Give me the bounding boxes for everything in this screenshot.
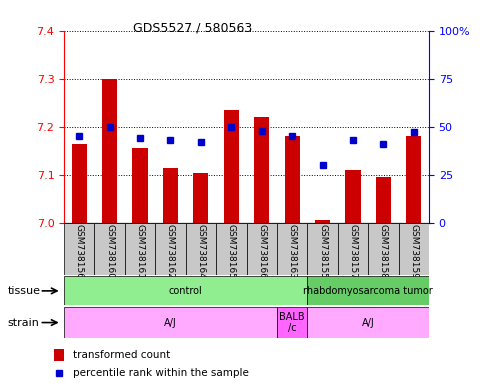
Bar (307, 307, 429, 338)
Bar (345, 170, 360, 223)
Bar (71, 144, 87, 223)
Text: percentile rank within the sample: percentile rank within the sample (73, 367, 249, 377)
Bar (277, 307, 307, 338)
Text: strain: strain (7, 318, 39, 328)
Bar (133, 148, 148, 223)
Bar (54, 349, 65, 361)
Text: GSM738158: GSM738158 (379, 224, 388, 279)
Bar (307, 276, 429, 305)
Text: A/J: A/J (164, 318, 177, 328)
Bar (406, 136, 422, 223)
Bar (315, 220, 330, 223)
Text: GSM738164: GSM738164 (196, 224, 206, 279)
Bar (95, 223, 125, 275)
Bar (125, 223, 155, 275)
Text: BALB
/c: BALB /c (280, 312, 305, 333)
Bar (338, 223, 368, 275)
Text: GSM738155: GSM738155 (318, 224, 327, 279)
Bar (246, 223, 277, 275)
Bar (254, 117, 269, 223)
Text: GSM738162: GSM738162 (166, 224, 175, 279)
Text: GSM738166: GSM738166 (257, 224, 266, 279)
Bar (64, 276, 307, 305)
Bar (376, 177, 391, 223)
Bar (186, 223, 216, 275)
Text: GSM738157: GSM738157 (349, 224, 357, 279)
Text: GSM738163: GSM738163 (287, 224, 297, 279)
Bar (284, 136, 300, 223)
Bar (163, 167, 178, 223)
Text: transformed count: transformed count (73, 350, 171, 360)
Bar (193, 173, 209, 223)
Text: tissue: tissue (7, 286, 40, 296)
Bar (224, 110, 239, 223)
Bar (398, 223, 429, 275)
Bar (64, 223, 95, 275)
Text: GSM738165: GSM738165 (227, 224, 236, 279)
Text: GSM738159: GSM738159 (409, 224, 418, 279)
Bar (277, 223, 307, 275)
Text: GSM738160: GSM738160 (105, 224, 114, 279)
Bar (216, 223, 246, 275)
Bar (307, 223, 338, 275)
Text: rhabdomyosarcoma tumor: rhabdomyosarcoma tumor (303, 286, 433, 296)
Text: GSM738156: GSM738156 (75, 224, 84, 279)
Text: control: control (169, 286, 203, 296)
Text: GDS5527 / 580563: GDS5527 / 580563 (133, 21, 252, 34)
Text: GSM738161: GSM738161 (136, 224, 144, 279)
Bar (155, 223, 186, 275)
Bar (102, 79, 117, 223)
Bar (368, 223, 398, 275)
Text: A/J: A/J (362, 318, 375, 328)
Bar (64, 307, 277, 338)
